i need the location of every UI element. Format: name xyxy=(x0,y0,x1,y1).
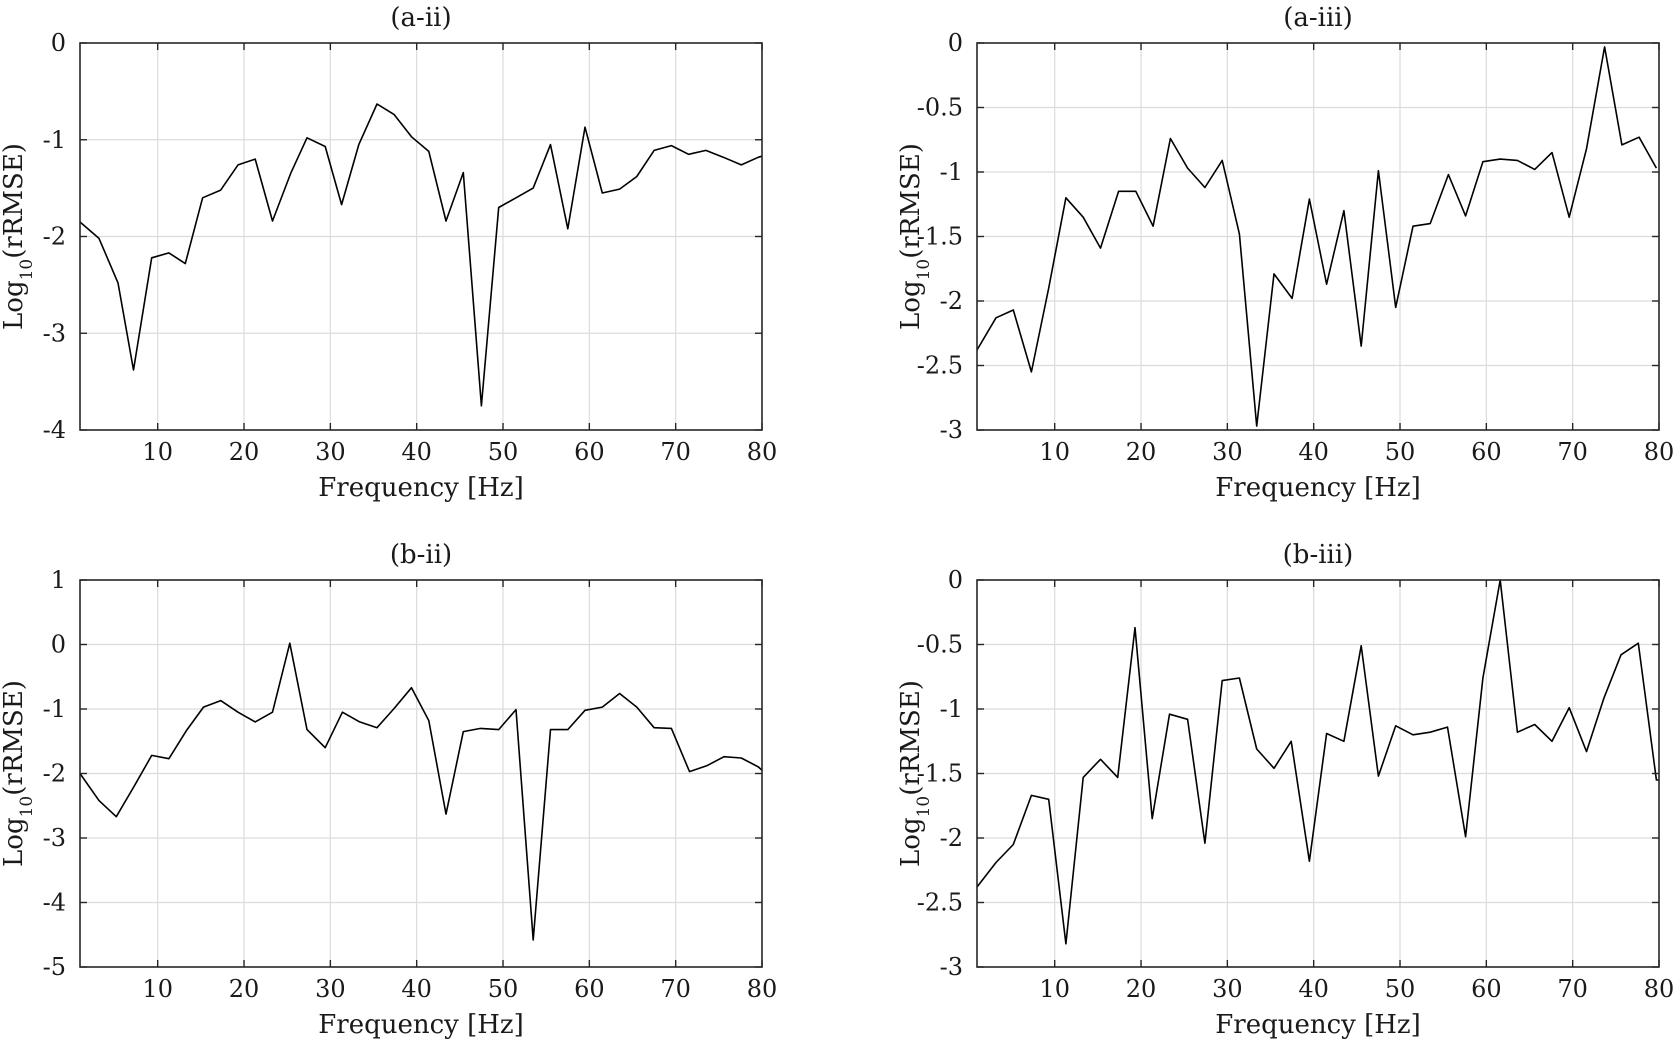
x-tick-label: 60 xyxy=(1471,975,1502,1003)
y-tick-label: -0.5 xyxy=(917,94,963,122)
y-tick-label: -3 xyxy=(940,953,963,981)
y-tick-label: -2.5 xyxy=(917,889,963,917)
y-tick-label: -5 xyxy=(43,953,66,981)
chart-panel-1: 10 20 30 40 50 60 70 80 0 -1 -2 -3 -4 (a-ii) Frequency… xyxy=(0,3,777,503)
x-tick-label: 70 xyxy=(660,438,691,466)
series-line xyxy=(976,579,1659,945)
y-tick-label: -2.5 xyxy=(917,352,963,380)
series-line xyxy=(976,46,1658,427)
y-tick-label: -2 xyxy=(940,287,963,315)
x-tick-label: 30 xyxy=(1212,975,1243,1003)
x-tick-label: 60 xyxy=(574,438,605,466)
x-tick-label: 80 xyxy=(1644,975,1675,1003)
x-tick-label: 50 xyxy=(488,975,519,1003)
y-tick-label: -1 xyxy=(43,126,66,154)
panel-title: (b-iii) xyxy=(1283,540,1354,570)
y-tick-label: -3 xyxy=(940,416,963,444)
x-tick-label: 40 xyxy=(1298,975,1329,1003)
y-tick-label: 0 xyxy=(51,631,66,659)
x-tick-label: 70 xyxy=(1557,975,1588,1003)
y-tick-label: -2 xyxy=(43,223,66,251)
y-tick-label: 0 xyxy=(51,29,66,57)
chart-panel-2: 10 20 30 40 50 60 70 80 0 -0.5 -1 -1.5 -2 -2.5 -3 (a-ii… xyxy=(896,3,1674,503)
y-tick-label: -4 xyxy=(43,889,66,917)
panel-title: (a-iii) xyxy=(1283,3,1353,33)
x-tick-label: 10 xyxy=(142,975,173,1003)
x-tick-label: 40 xyxy=(401,438,432,466)
panel-title: (b-ii) xyxy=(390,540,452,570)
x-axis-title: Frequency [Hz] xyxy=(318,1010,524,1040)
y-axis-title: Log10(rRMSE) xyxy=(896,143,934,330)
y-tick-label: -1 xyxy=(940,158,963,186)
x-tick-label: 40 xyxy=(1298,438,1329,466)
y-axis-title: Log10(rRMSE) xyxy=(0,143,37,330)
x-tick-label: 10 xyxy=(1039,975,1070,1003)
y-tick-label: -2 xyxy=(940,824,963,852)
x-tick-label: 10 xyxy=(142,438,173,466)
x-tick-label: 20 xyxy=(1126,975,1157,1003)
series-line xyxy=(79,642,763,941)
x-tick-label: 30 xyxy=(1212,438,1243,466)
chart-panel-4: 10 20 30 40 50 60 70 80 0 -0.5 -1 -1.5 -2 -2.5 -3 (b-ii… xyxy=(896,540,1674,1040)
x-tick-label: 10 xyxy=(1039,438,1070,466)
y-tick-label: 1 xyxy=(51,566,66,594)
x-tick-label: 30 xyxy=(315,975,346,1003)
y-tick-label: -1 xyxy=(940,695,963,723)
y-tick-label: 0 xyxy=(948,29,963,57)
y-tick-label: -1.5 xyxy=(917,760,963,788)
x-tick-label: 80 xyxy=(1644,438,1675,466)
x-tick-label: 60 xyxy=(574,975,605,1003)
x-tick-label: 30 xyxy=(315,438,346,466)
y-tick-label: -1.5 xyxy=(917,223,963,251)
x-tick-label: 40 xyxy=(401,975,432,1003)
y-tick-label: -1 xyxy=(43,695,66,723)
chart-panel-3: 10 20 30 40 50 60 70 8010-1-2-3-4-5(b-ii)Freque… xyxy=(0,540,777,1040)
x-tick-label: 70 xyxy=(1557,438,1588,466)
x-axis-title: Frequency [Hz] xyxy=(1215,1010,1421,1040)
x-tick-label: 50 xyxy=(488,438,519,466)
x-tick-label: 60 xyxy=(1471,438,1502,466)
x-tick-label: 80 xyxy=(747,438,778,466)
x-tick-label: 50 xyxy=(1385,975,1416,1003)
x-tick-label: 20 xyxy=(229,438,260,466)
y-tick-label: -3 xyxy=(43,824,66,852)
x-tick-label: 20 xyxy=(229,975,260,1003)
x-axis-title: Frequency [Hz] xyxy=(1215,473,1421,503)
y-axis-title: Log10(rRMSE) xyxy=(0,680,37,867)
y-axis-title: Log10(rRMSE) xyxy=(896,680,934,867)
y-tick-label: -3 xyxy=(43,319,66,347)
x-tick-label: 70 xyxy=(660,975,691,1003)
y-tick-label: -2 xyxy=(43,760,66,788)
x-tick-label: 50 xyxy=(1385,438,1416,466)
y-tick-label: 0 xyxy=(948,566,963,594)
y-tick-label: -0.5 xyxy=(917,631,963,659)
series-line xyxy=(79,103,763,407)
x-tick-label: 20 xyxy=(1126,438,1157,466)
panel-title: (a-ii) xyxy=(390,3,451,33)
x-tick-label: 80 xyxy=(747,975,778,1003)
y-tick-label: -4 xyxy=(43,416,66,444)
x-axis-title: Frequency [Hz] xyxy=(318,473,524,503)
